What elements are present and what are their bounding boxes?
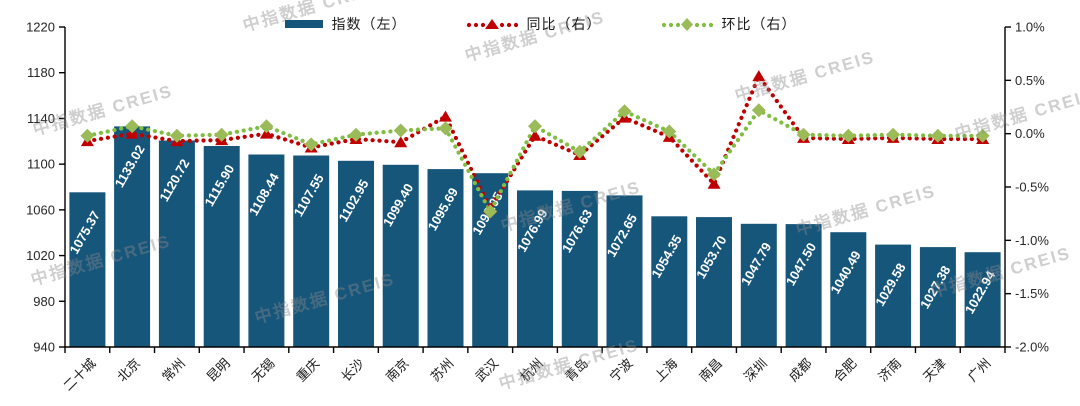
mom-marker (304, 137, 319, 152)
index-bar (785, 224, 822, 347)
x-axis-label: 上海 (651, 356, 680, 385)
x-axis-label: 宁波 (607, 356, 636, 385)
x-axis-label: 南昌 (696, 356, 725, 385)
index-bar (158, 140, 195, 347)
index-bar (696, 217, 732, 347)
left-axis-tick-label: 1180 (27, 65, 55, 80)
mom-marker (975, 128, 990, 143)
mom-marker (751, 103, 766, 118)
index-bar (472, 173, 509, 347)
mom-marker (214, 127, 229, 142)
left-axis-tick-label: 1220 (26, 20, 55, 35)
mom-marker (841, 128, 856, 143)
mom-marker (662, 124, 677, 139)
x-axis-label: 苏州 (428, 356, 457, 385)
mom-marker (572, 144, 587, 159)
index-bar (740, 223, 777, 347)
mom-marker (438, 121, 453, 136)
x-axis-label: 长沙 (338, 356, 367, 385)
mom-marker (528, 119, 542, 134)
x-axis-label: 二十城 (60, 356, 98, 394)
x-axis-label: 无锡 (249, 356, 278, 385)
x-axis-label: 重庆 (293, 356, 322, 385)
mom-marker (80, 128, 95, 143)
x-axis-label: 成都 (786, 356, 815, 385)
mom-marker (796, 127, 811, 142)
index-bar (114, 126, 151, 348)
index-bar (69, 192, 106, 347)
index-bar (651, 216, 688, 347)
index-bar (517, 190, 553, 347)
x-axis-label: 广州 (965, 356, 994, 385)
x-axis-label: 武汉 (472, 356, 501, 385)
right-axis-tick-label: -1.0% (1015, 233, 1049, 248)
right-axis-tick-label: 0.0% (1015, 126, 1045, 141)
mom-marker (393, 123, 408, 138)
left-axis-tick-label: 1020 (26, 248, 55, 263)
mom-marker (930, 128, 945, 143)
right-axis-tick-label: 0.5% (1015, 73, 1045, 88)
mom-marker (169, 128, 184, 143)
index-bar (248, 154, 285, 347)
left-axis-tick-label: 940 (33, 340, 55, 355)
index-bar (919, 247, 956, 347)
index-bar (964, 252, 1001, 347)
x-axis-label: 南京 (383, 356, 412, 385)
mom-marker (259, 119, 274, 134)
x-axis-label: 济南 (875, 356, 904, 385)
mom-line (85, 107, 985, 216)
index-bar (338, 160, 374, 347)
index-bar (875, 244, 912, 347)
x-axis-label: 合肥 (830, 356, 859, 385)
index-bar (203, 146, 240, 347)
mom-marker (483, 204, 498, 219)
mom-marker (348, 127, 363, 142)
right-axis-tick-label: -1.5% (1015, 286, 1049, 301)
right-axis-tick-label: 1.0% (1015, 20, 1045, 35)
yoy-marker (438, 110, 452, 122)
left-axis-tick-label: 1060 (26, 202, 55, 217)
index-bar (606, 195, 643, 347)
x-axis-label: 天津 (920, 356, 949, 385)
x-axis-label: 杭州 (517, 356, 546, 385)
index-bar (293, 155, 330, 347)
mom-marker (617, 104, 632, 119)
x-axis-label: 深圳 (741, 356, 770, 385)
yoy-marker (394, 136, 408, 148)
yoy-marker (707, 177, 721, 189)
index-bar (830, 232, 867, 347)
x-axis-label: 北京 (114, 356, 143, 385)
mom-marker (886, 127, 901, 142)
index-bar (561, 190, 598, 347)
mom-marker (125, 119, 140, 134)
index-bar (382, 164, 419, 347)
mom-marker (707, 167, 722, 182)
yoy-marker (528, 129, 542, 141)
left-axis-tick-label: 980 (33, 294, 55, 309)
x-axis-label: 常州 (159, 356, 188, 385)
index-bar (427, 169, 464, 347)
x-axis-label: 青岛 (562, 356, 591, 385)
yoy-marker (752, 70, 766, 82)
right-axis-tick-label: -2.0% (1015, 340, 1049, 355)
left-axis-tick-label: 1140 (27, 111, 55, 126)
left-axis-tick-label: 1100 (27, 157, 55, 172)
x-axis-label: 昆明 (204, 356, 233, 385)
right-axis-tick-label: -0.5% (1015, 180, 1049, 195)
